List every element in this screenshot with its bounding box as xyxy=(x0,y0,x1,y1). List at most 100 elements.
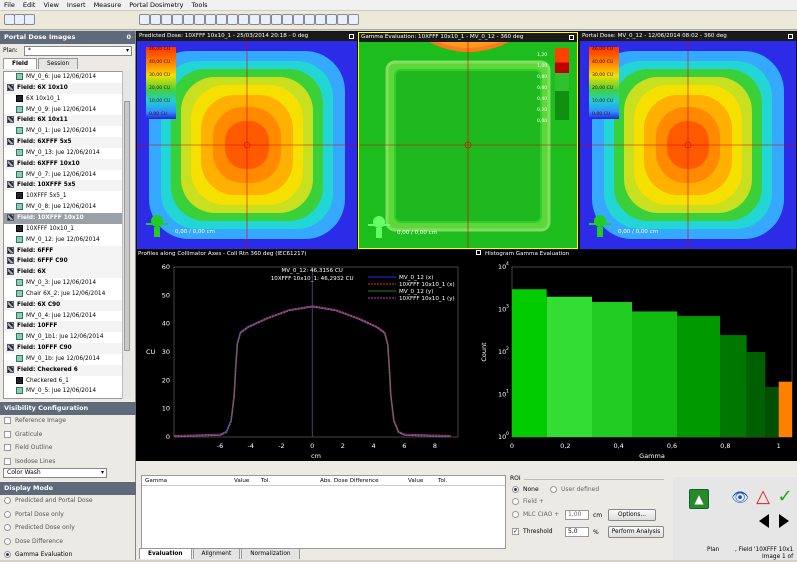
approve-check-icon[interactable]: ✓ xyxy=(777,486,793,507)
previous-arrow-icon[interactable] xyxy=(759,514,769,528)
portal-dose-panel[interactable]: Portal Dose: MV_0_12 - 12/06/2014 08:02 … xyxy=(580,32,796,249)
tree-image-item[interactable]: 10XFFF 10x10_1 xyxy=(4,224,130,235)
tree-image-item[interactable]: MV_0_8: jue 12/06/2014 xyxy=(4,202,130,213)
maximize-icon[interactable] xyxy=(349,34,354,39)
palette-icon[interactable] xyxy=(227,14,238,25)
visibility-option[interactable]: Field Outline xyxy=(0,441,136,455)
color-mode-select[interactable]: Color Wash ▾ xyxy=(3,468,107,478)
tab-field[interactable]: Field xyxy=(3,58,38,69)
roi-none-option[interactable]: None xyxy=(512,486,539,493)
options-button[interactable]: Options... xyxy=(608,509,656,521)
marker-icon[interactable] xyxy=(337,14,348,25)
menu-item-file[interactable]: File xyxy=(4,1,15,9)
tab-alignment[interactable]: Alignment xyxy=(192,548,241,559)
roi-field-option[interactable]: Field + xyxy=(512,498,544,505)
tree-image-item[interactable]: MV_0_3: jue 12/06/2014 xyxy=(4,278,130,289)
tree-image-item[interactable]: MV_0_7: jue 12/06/2014 xyxy=(4,170,130,181)
crosshair-icon[interactable] xyxy=(205,14,216,25)
maximize-icon[interactable] xyxy=(788,34,793,39)
tree-image-item[interactable]: MV_0_1b1: jue 12/06/2014 xyxy=(4,332,130,343)
rotate-icon[interactable] xyxy=(172,14,183,25)
menu-item-tools[interactable]: Tools xyxy=(191,1,208,9)
tree-field-item[interactable]: Field: 6X xyxy=(4,267,130,279)
tree-field-item[interactable]: Field: 10FFF C90 xyxy=(4,343,130,354)
tree-image-item[interactable]: MV_0_9: jue 12/06/2014 xyxy=(4,105,130,116)
tree-image-item[interactable]: Chair 6X_2: jue 12/06/2014 xyxy=(4,289,130,300)
tree-field-item[interactable]: Field: 6FFF C90 xyxy=(4,256,130,268)
tree-image-item[interactable]: MV_0_4: jue 12/06/2014 xyxy=(4,311,130,322)
display-mode-option[interactable]: Dose Difference xyxy=(0,535,136,549)
line-icon[interactable] xyxy=(348,14,359,25)
print-icon[interactable] xyxy=(24,14,35,25)
pan-icon[interactable] xyxy=(161,14,172,25)
text-icon[interactable] xyxy=(304,14,315,25)
visibility-option[interactable]: Graticule xyxy=(0,428,136,442)
tree-field-item[interactable]: Field: 6X C90 xyxy=(4,299,130,311)
menu-item-view[interactable]: View xyxy=(43,1,59,9)
pen-icon[interactable] xyxy=(271,14,282,25)
roi-user-option[interactable]: User defined xyxy=(550,486,599,493)
threshold-input[interactable]: 5,0 xyxy=(565,527,589,537)
tree-field-item[interactable]: Field: 10FFF xyxy=(4,321,130,333)
tree-scrollbar[interactable] xyxy=(122,71,131,399)
tree-field-item[interactable]: Field: 6FFF xyxy=(4,245,130,257)
mlc-input[interactable]: 1,00 xyxy=(565,510,589,520)
pin-icon[interactable]: 0 xyxy=(126,33,131,41)
window-level-icon[interactable] xyxy=(216,14,227,25)
measure-icon[interactable] xyxy=(238,14,249,25)
arrow-icon[interactable] xyxy=(315,14,326,25)
histogram-icon[interactable] xyxy=(260,14,271,25)
predicted-dose-panel[interactable]: Predicted Dose: 10XFFF 10x10_1 - 25/03/2… xyxy=(137,32,357,249)
gamma-panel[interactable]: Gamma Evaluation: 10XFFF 10x10_1 - MV_0_… xyxy=(358,32,578,249)
tree-image-item[interactable]: 10XFFF 5x5_1 xyxy=(4,191,130,202)
display-mode-option[interactable]: Portal Dose only xyxy=(0,508,136,522)
display-mode-option[interactable]: Predicted and Portal Dose xyxy=(0,494,136,508)
menu-item-measure[interactable]: Measure xyxy=(93,1,122,9)
grid-icon[interactable] xyxy=(183,14,194,25)
tab-session[interactable]: Session xyxy=(38,58,79,69)
reset-icon[interactable] xyxy=(293,14,304,25)
display-mode-option[interactable]: Predicted Dose only xyxy=(0,521,136,535)
profile-icon[interactable] xyxy=(249,14,260,25)
tree-image-item[interactable]: MV_0_1b: jue 12/06/2014 xyxy=(4,354,130,365)
ellipse-icon[interactable] xyxy=(326,14,337,25)
tree-image-item[interactable]: MV_0_6: jue 12/06/2014 xyxy=(4,72,130,83)
layout-icon[interactable] xyxy=(194,14,205,25)
zoom-out-icon[interactable] xyxy=(150,14,161,25)
tree-image-item[interactable]: MV_0_13: jue 12/06/2014 xyxy=(4,148,130,159)
tree-field-item[interactable]: Field: 6XFFF 5x5 xyxy=(4,137,130,148)
tree-field-item[interactable]: Field: 6XFFF 10x10 xyxy=(4,158,130,170)
tree-field-item[interactable]: Field: Checkered 6 xyxy=(4,364,130,376)
tree-image-item[interactable]: Checkered 6_1 xyxy=(4,376,130,387)
scroll-thumb[interactable] xyxy=(124,101,130,351)
roi-mlc-option[interactable]: MLC CIAO + xyxy=(512,511,559,518)
maximize-icon[interactable] xyxy=(476,250,481,255)
tree-image-item[interactable]: MV_0_1: jue 12/06/2014 xyxy=(4,126,130,137)
tree-image-item[interactable]: MV_0_5: jue 12/06/2014 xyxy=(4,386,130,397)
eye-icon[interactable]: 👁 xyxy=(731,490,749,506)
tree-field-item[interactable]: Field: 6X 10x10 xyxy=(4,82,130,94)
menu-item-portal-dosimetry[interactable]: Portal Dosimetry xyxy=(129,1,184,9)
tree-field-item[interactable]: Field: 10XFFF 5x5 xyxy=(4,180,130,192)
ruler-icon[interactable] xyxy=(282,14,293,25)
visibility-option[interactable]: Reference Image xyxy=(0,414,136,428)
display-mode-option[interactable]: Gamma Evaluation xyxy=(0,548,136,562)
warning-approve-icon[interactable]: ▲ xyxy=(689,489,709,509)
tab-evaluation[interactable]: Evaluation xyxy=(139,548,192,559)
zoom-in-icon[interactable] xyxy=(139,14,150,25)
maximize-icon[interactable] xyxy=(569,35,574,40)
tree-field-item[interactable]: Field: 10XFFF 10x10 xyxy=(4,212,130,224)
perform-analysis-button[interactable]: Perform Analysis xyxy=(608,526,664,538)
reject-icon[interactable]: △ xyxy=(756,486,770,507)
plan-select[interactable]: * ▾ xyxy=(24,46,132,56)
menu-item-edit[interactable]: Edit xyxy=(22,1,36,9)
tree-item-label: MV_0_13: jue 12/06/2014 xyxy=(26,149,100,156)
next-arrow-icon[interactable] xyxy=(779,514,789,528)
menu-item-insert[interactable]: Insert xyxy=(66,1,86,9)
tab-normalization[interactable]: Normalization xyxy=(241,548,300,559)
tree-field-item[interactable]: Field: 6X 10x11 xyxy=(4,115,130,127)
tree-image-item[interactable]: MV_0_12: jue 12/06/2014 xyxy=(4,235,130,246)
visibility-option[interactable]: Isodose Lines xyxy=(0,455,136,469)
threshold-option[interactable]: ✓ Threshold xyxy=(512,528,553,535)
tree-image-item[interactable]: 6X 10x10_1 xyxy=(4,94,130,105)
